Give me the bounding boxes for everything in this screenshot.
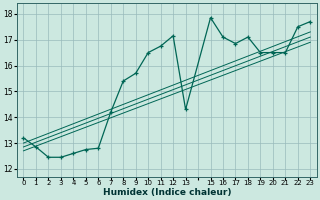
X-axis label: Humidex (Indice chaleur): Humidex (Indice chaleur) — [103, 188, 231, 197]
